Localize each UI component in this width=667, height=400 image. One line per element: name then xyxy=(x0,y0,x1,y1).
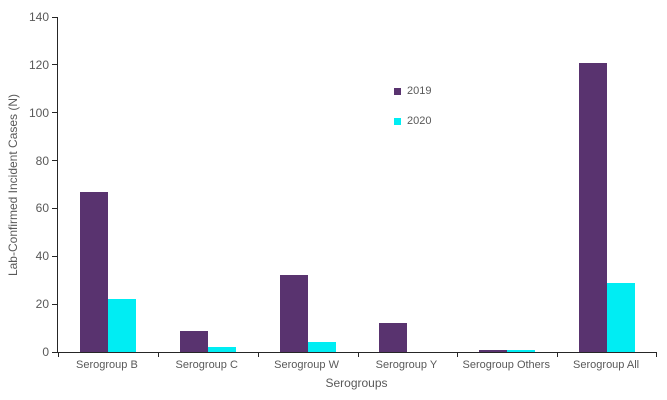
y-tick-mark xyxy=(52,16,57,18)
bar-2019-serogroup-y xyxy=(379,323,408,352)
x-tick-mark xyxy=(358,352,359,357)
bar-2019-serogroup-all xyxy=(579,62,608,352)
x-tick-mark xyxy=(158,352,159,357)
y-tick-mark xyxy=(52,64,57,66)
x-category-label: Serogroup W xyxy=(274,359,339,371)
y-tick-label: 60 xyxy=(35,201,49,216)
bar-2019-serogroup-b xyxy=(79,191,108,352)
y-tick-label: 40 xyxy=(35,249,49,264)
category-group xyxy=(158,330,258,352)
y-tick-mark xyxy=(52,112,57,114)
category-group xyxy=(457,349,557,352)
y-tick-label: 140 xyxy=(28,10,49,24)
y-tick-label: 80 xyxy=(35,153,49,168)
y-tick-mark xyxy=(52,303,57,305)
y-tick-mark xyxy=(52,351,57,353)
y-tick-mark xyxy=(52,207,57,209)
x-category-label: Serogroup Y xyxy=(375,359,438,371)
legend-label: 2019 xyxy=(407,85,432,97)
bar-2020-serogroup-all xyxy=(607,282,636,352)
bar-2020-serogroup-b xyxy=(107,299,136,352)
legend-item-2020: 2020 xyxy=(394,114,431,128)
y-tick-mark xyxy=(52,160,57,162)
legend: 2019 2020 xyxy=(394,84,431,144)
bar-2019-serogroup-others xyxy=(479,349,508,352)
y-axis-title: Lab-Confirmed Incident Cases (N) xyxy=(6,93,20,277)
legend-swatch-2019 xyxy=(394,87,401,95)
x-category-label: Serogroup Others xyxy=(462,359,550,371)
x-category-label: Serogroup B xyxy=(76,359,138,371)
bar-2020-serogroup-others xyxy=(507,349,536,352)
x-category-label: Serogroup All xyxy=(573,359,640,371)
bar-2020-serogroup-w xyxy=(307,342,336,352)
category-group xyxy=(258,275,358,352)
y-tick-label: 120 xyxy=(28,57,49,72)
y-tick-label: 0 xyxy=(42,345,49,359)
y-tick-label: 20 xyxy=(35,297,49,312)
x-axis-title: Serogroups xyxy=(325,376,388,390)
plot-area: 0 20 40 60 80 100 120 140 2019 2020 xyxy=(29,10,657,359)
bar-2019-serogroup-c xyxy=(179,330,208,352)
x-tick-mark xyxy=(457,352,458,357)
y-tick-mark xyxy=(52,255,57,257)
legend-label: 2020 xyxy=(407,115,432,127)
x-tick-mark xyxy=(656,352,657,357)
bar-2020-serogroup-c xyxy=(207,347,236,352)
y-tick-label: 100 xyxy=(28,105,49,120)
legend-swatch-2020 xyxy=(394,117,401,125)
legend-item-2019: 2019 xyxy=(394,84,431,98)
x-tick-mark xyxy=(58,352,59,357)
x-tick-mark xyxy=(258,352,259,357)
category-group xyxy=(557,62,657,352)
category-group xyxy=(58,191,158,352)
category-group xyxy=(358,323,458,352)
x-tick-mark xyxy=(557,352,558,357)
bar-2019-serogroup-w xyxy=(279,275,308,352)
x-category-label: Serogroup C xyxy=(175,359,238,371)
